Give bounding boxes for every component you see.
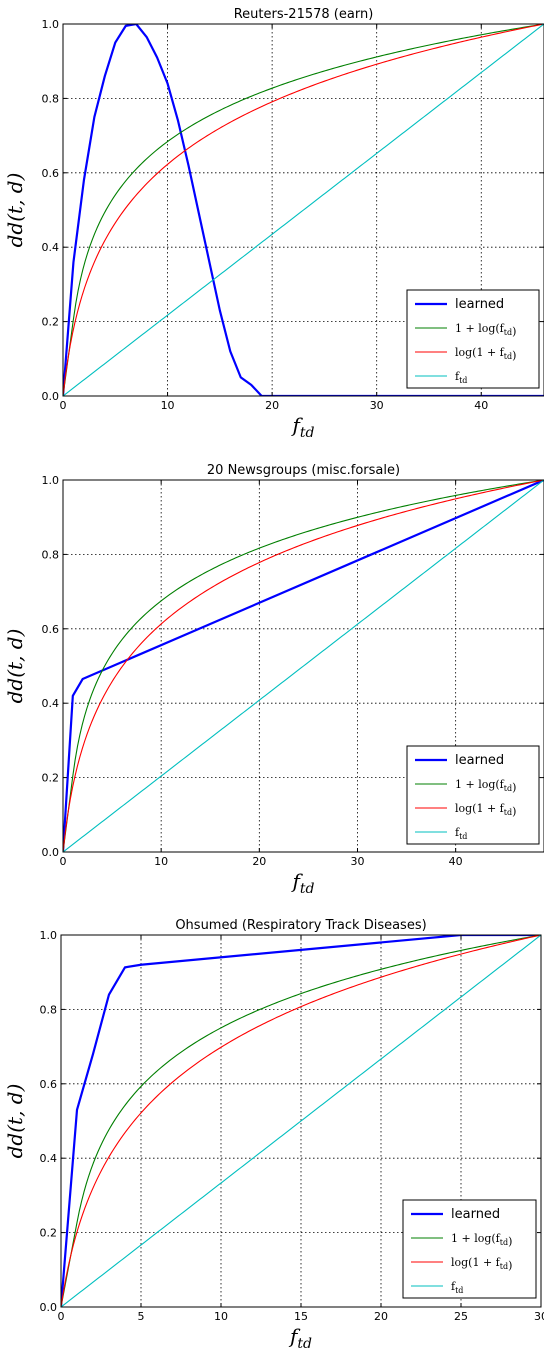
y-axis-label: dd(t, d) bbox=[3, 629, 27, 704]
chart-1: 0 10 20 30 40 0.0 0.2 0.4 0.6 0.8 1.0 Reuters-21578… bbox=[3, 7, 544, 441]
series-line-learned bbox=[63, 480, 544, 852]
y-tick-label: 0.6 bbox=[40, 1078, 58, 1091]
chart-title: 20 Newsgroups (misc.forsale) bbox=[207, 463, 400, 478]
x-tick-label: 0 bbox=[60, 855, 67, 868]
x-tick-label: 30 bbox=[370, 399, 384, 412]
legend-label: ftd bbox=[451, 1280, 463, 1295]
x-tick-label: 40 bbox=[449, 855, 463, 868]
x-tick-label: 10 bbox=[154, 855, 168, 868]
y-tick-label: 1.0 bbox=[42, 474, 60, 487]
x-tick-label: 25 bbox=[454, 1310, 468, 1323]
chart-title: Reuters-21578 (earn) bbox=[234, 7, 374, 22]
plot-area bbox=[61, 935, 541, 1307]
series-line-oneplus bbox=[61, 935, 541, 1307]
x-tick-label: 5 bbox=[138, 1310, 145, 1323]
series-line-learned bbox=[61, 935, 541, 1307]
y-tick-label: 0.8 bbox=[42, 548, 60, 561]
y-tick-label: 0.0 bbox=[42, 846, 60, 859]
x-axis-label: ftd bbox=[291, 869, 315, 897]
x-tick-label: 20 bbox=[265, 399, 279, 412]
series-line-logonep bbox=[61, 935, 541, 1307]
chart-2: 0 10 20 30 40 0.0 0.2 0.4 0.6 0.8 1.0 20 Newsgroups… bbox=[3, 463, 544, 897]
y-tick-label: 0.2 bbox=[40, 1227, 58, 1240]
series-line-oneplus bbox=[63, 24, 544, 396]
y-tick-label: 1.0 bbox=[40, 929, 58, 942]
x-tick-label: 20 bbox=[374, 1310, 388, 1323]
x-tick-label: 15 bbox=[294, 1310, 308, 1323]
y-tick-label: 0.6 bbox=[42, 167, 60, 180]
legend-label: 1 + log(ftd) bbox=[455, 778, 516, 794]
series-line-learned bbox=[63, 24, 544, 396]
x-tick-label: 40 bbox=[474, 399, 488, 412]
legend-label: learned bbox=[455, 753, 504, 768]
plot-frame bbox=[62, 23, 544, 397]
y-tick-label: 0.0 bbox=[42, 390, 60, 403]
chart-title: Ohsumed (Respiratory Track Diseases) bbox=[175, 918, 426, 933]
x-axis-label: ftd bbox=[288, 1324, 312, 1352]
y-axis-label: dd(t, d) bbox=[3, 1084, 27, 1159]
x-tick-label: 0 bbox=[60, 399, 67, 412]
legend-label: log(1 + ftd) bbox=[455, 802, 516, 818]
x-tick-label: 20 bbox=[252, 855, 266, 868]
legend-label: learned bbox=[455, 297, 504, 312]
legend-box bbox=[406, 745, 540, 845]
legend-box bbox=[402, 1199, 537, 1299]
series-line-linear bbox=[63, 480, 544, 852]
y-tick-label: 0.2 bbox=[42, 772, 60, 785]
legend-label: learned bbox=[451, 1207, 500, 1222]
plot-frame bbox=[62, 479, 544, 853]
x-tick-label: 30 bbox=[350, 855, 364, 868]
plot-area bbox=[63, 480, 544, 852]
x-tick-label: 30 bbox=[534, 1310, 544, 1323]
plot-area bbox=[63, 24, 544, 396]
legend: learned 1 + log(ftd) log(1 + ftd) ftd bbox=[406, 745, 540, 845]
y-tick-label: 0.2 bbox=[42, 316, 60, 329]
series-line-logonep bbox=[63, 24, 544, 396]
legend-box bbox=[406, 289, 540, 389]
legend-label: 1 + log(ftd) bbox=[455, 322, 516, 338]
legend-label: log(1 + ftd) bbox=[455, 346, 516, 362]
legend-label: log(1 + ftd) bbox=[451, 1256, 512, 1272]
y-tick-label: 0.4 bbox=[42, 241, 60, 254]
y-tick-label: 1.0 bbox=[42, 18, 60, 31]
legend-label: ftd bbox=[455, 826, 467, 841]
y-tick-label: 0.4 bbox=[40, 1152, 58, 1165]
legend-label: 1 + log(ftd) bbox=[451, 1232, 512, 1248]
series-line-logonep bbox=[63, 480, 544, 852]
series-line-linear bbox=[63, 24, 544, 396]
y-tick-label: 0.0 bbox=[40, 1301, 58, 1314]
y-tick-label: 0.6 bbox=[42, 623, 60, 636]
legend: learned 1 + log(ftd) log(1 + ftd) ftd bbox=[402, 1199, 537, 1299]
series-line-oneplus bbox=[63, 480, 544, 852]
y-axis-label: dd(t, d) bbox=[3, 173, 27, 248]
legend-label: ftd bbox=[455, 370, 467, 385]
chart-3: 0 5 10 15 20 25 30 0.0 0.2 0.4 0.6 0.8 1.0 Ohsumed (R… bbox=[3, 918, 544, 1352]
x-tick-label: 10 bbox=[161, 399, 175, 412]
legend: learned 1 + log(ftd) log(1 + ftd) ftd bbox=[406, 289, 540, 389]
y-tick-label: 0.8 bbox=[40, 1003, 58, 1016]
series-line-linear bbox=[61, 935, 541, 1307]
y-tick-label: 0.8 bbox=[42, 92, 60, 105]
y-tick-label: 0.4 bbox=[42, 697, 60, 710]
x-tick-label: 0 bbox=[58, 1310, 65, 1323]
x-tick-label: 10 bbox=[214, 1310, 228, 1323]
x-axis-label: ftd bbox=[291, 413, 315, 441]
